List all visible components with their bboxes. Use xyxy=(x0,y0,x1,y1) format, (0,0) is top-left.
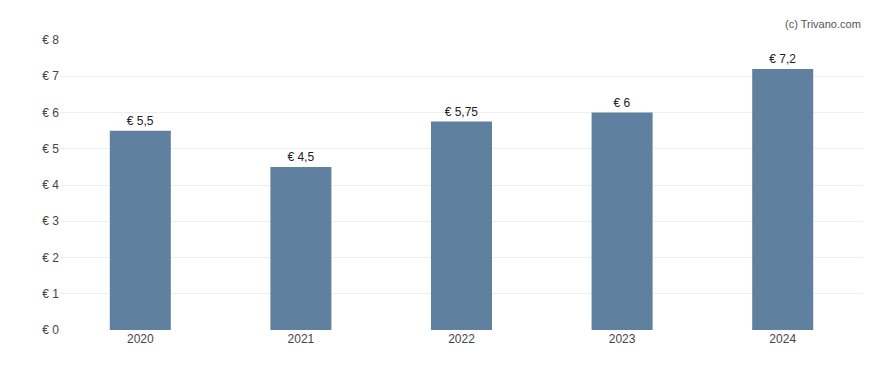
svg-text:€ 7: € 7 xyxy=(42,69,59,83)
svg-text:€ 4: € 4 xyxy=(42,178,59,192)
svg-text:2024: 2024 xyxy=(769,332,796,346)
svg-text:€ 2: € 2 xyxy=(42,251,59,265)
svg-text:€ 3: € 3 xyxy=(42,214,59,228)
svg-text:€ 6: € 6 xyxy=(614,96,631,110)
svg-text:€ 8: € 8 xyxy=(42,33,59,47)
svg-text:(c) Trivano.com: (c) Trivano.com xyxy=(785,18,861,30)
svg-text:2023: 2023 xyxy=(609,332,636,346)
svg-text:2021: 2021 xyxy=(288,332,315,346)
svg-text:€ 5,75: € 5,75 xyxy=(445,105,479,119)
svg-text:€ 6: € 6 xyxy=(42,106,59,120)
svg-text:€ 1: € 1 xyxy=(42,287,59,301)
svg-text:€ 5,5: € 5,5 xyxy=(127,114,154,128)
svg-text:€ 5: € 5 xyxy=(42,142,59,156)
svg-text:€ 0: € 0 xyxy=(42,323,59,337)
svg-text:2020: 2020 xyxy=(127,332,154,346)
svg-text:€ 7,2: € 7,2 xyxy=(769,52,796,66)
svg-text:2022: 2022 xyxy=(448,332,475,346)
svg-text:€ 4,5: € 4,5 xyxy=(287,150,314,164)
